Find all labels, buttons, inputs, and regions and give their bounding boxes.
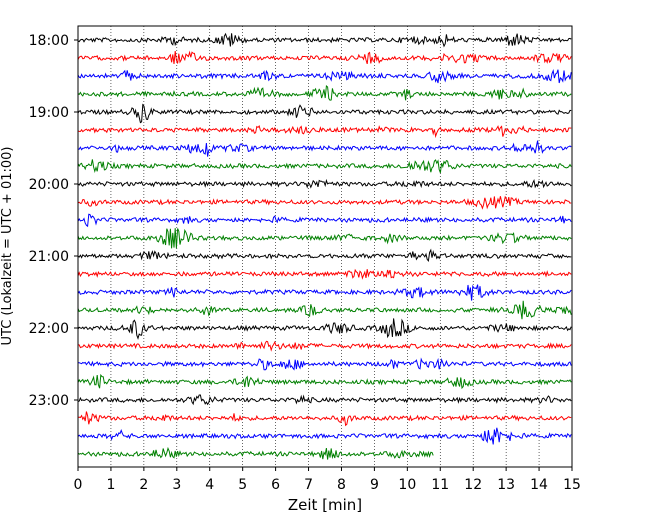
x-tick-label: 6: [271, 477, 280, 493]
trace-1800: [77, 32, 572, 48]
y-tick-label: 21:00: [29, 249, 69, 265]
trace-2000: [77, 178, 572, 189]
seismogram-traces: [77, 32, 572, 460]
x-tick-label: 10: [398, 477, 416, 493]
trace-2100: [77, 248, 572, 262]
plot-frame: [77, 25, 573, 468]
x-tick-label: 12: [464, 477, 482, 493]
trace-1915: [77, 124, 572, 139]
trace-1930: [77, 140, 572, 157]
trace-2215: [78, 340, 572, 352]
x-tick-label: 0: [74, 477, 83, 493]
x-tick-label: 2: [139, 477, 148, 493]
trace-2115: [77, 268, 572, 280]
x-tick-label: 11: [431, 477, 449, 493]
trace-2030: [77, 213, 572, 228]
trace-1945: [77, 159, 572, 174]
trace-2145: [77, 300, 572, 320]
y-tick-label: 19:00: [29, 105, 69, 121]
trace-2315: [77, 411, 572, 427]
trace-2130: [77, 284, 572, 301]
trace-2200: [77, 318, 572, 340]
trace-1815: [77, 50, 572, 65]
y-tick-label: 22:00: [29, 321, 69, 337]
x-tick-label: 14: [530, 477, 548, 493]
trace-2300: [77, 394, 572, 406]
x-tick-label: 13: [497, 477, 515, 493]
trace-1845: [77, 85, 572, 101]
y-tick-label: 20:00: [29, 177, 69, 193]
x-tick-label: 5: [238, 477, 247, 493]
x-tick-label: 3: [172, 477, 181, 493]
y-axis-label: UTC (Lokalzeit = UTC + 01:00): [0, 147, 15, 346]
trace-2015: [77, 195, 572, 210]
trace-1900: [77, 103, 572, 124]
x-tick-label: 7: [304, 477, 313, 493]
x-tick-label: 1: [106, 477, 115, 493]
x-axis-label: Zeit [min]: [288, 496, 362, 514]
trace-2330: [77, 427, 572, 445]
trace-2245: [77, 373, 572, 390]
trace-2230: [77, 357, 572, 371]
x-tick-label: 15: [563, 477, 581, 493]
y-tick-label: 18:00: [29, 33, 69, 49]
x-tick-label: 8: [337, 477, 346, 493]
trace-2045: [77, 228, 572, 249]
x-tick-label: 4: [205, 477, 214, 493]
trace-1830: [77, 68, 572, 84]
x-tick-label: 9: [370, 477, 379, 493]
y-tick-label: 23:00: [29, 393, 69, 409]
x-axis-ticks: 0 1 2 3 4 5 6 7 8 9 10 11 12 13 14 15: [74, 467, 581, 493]
y-axis-ticks: 18:00 19:00 20:00 21:00 22:00 23:00: [29, 33, 78, 409]
trace-2345: [77, 446, 434, 460]
